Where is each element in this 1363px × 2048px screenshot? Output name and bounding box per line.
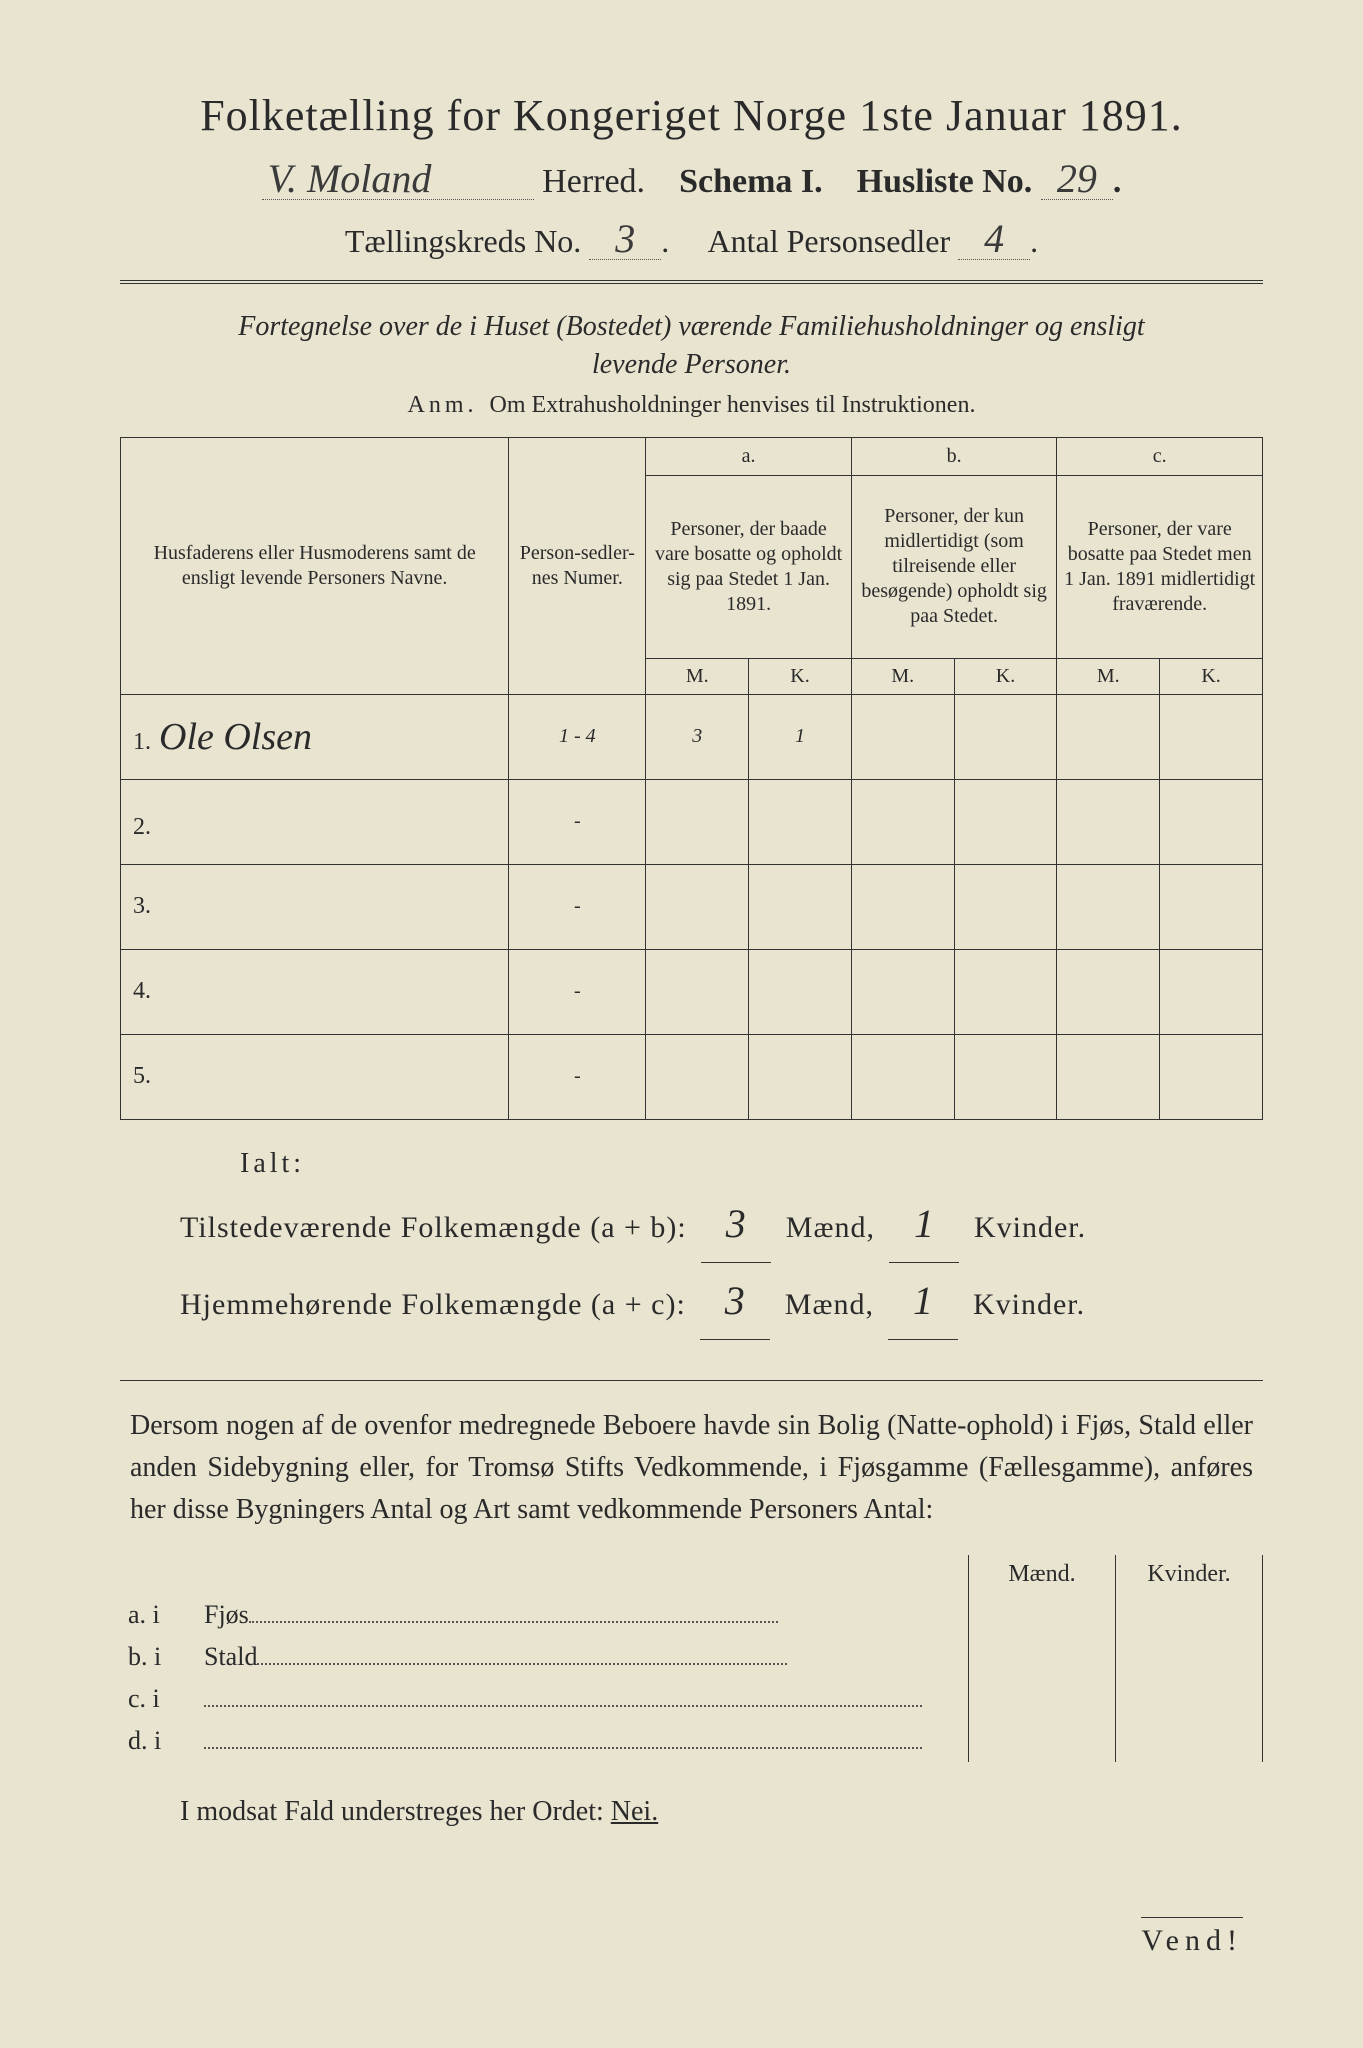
hjemme-label: Hjemmehørende Folkemængde (a + c): <box>180 1288 686 1321</box>
col-b-k: K. <box>954 658 1057 694</box>
tilstede-k: 1 <box>889 1186 959 1263</box>
table-row: 3. - <box>121 864 1263 949</box>
col-c-m: M. <box>1057 658 1160 694</box>
side-row: c. i <box>120 1678 1263 1720</box>
col-b-header: Personer, der kun midlertidigt (som tilr… <box>851 475 1057 658</box>
col-c-header: Personer, der vare bosatte paa Stedet me… <box>1057 475 1263 658</box>
tilstede-label: Tilstedeværende Folkemængde (a + b): <box>180 1211 687 1244</box>
col-num-header: Person-sedler-nes Numer. <box>509 437 646 694</box>
anm-note: Anm. Om Extrahusholdninger henvises til … <box>120 392 1263 419</box>
antal-label: Antal Personsedler <box>708 223 951 259</box>
header-line-2: V. Moland Herred. Schema I. Husliste No.… <box>120 159 1263 201</box>
table-row: 1.Ole Olsen 1 - 4 3 1 <box>121 694 1263 779</box>
subtitle: Fortegnelse over de i Huset (Bostedet) v… <box>120 308 1263 384</box>
herred-value: V. Moland <box>262 159 534 200</box>
schema-label: Schema I. <box>679 163 823 200</box>
vend-label: Vend! <box>1141 1917 1243 1958</box>
antal-value: 4 <box>958 219 1030 260</box>
herred-label: Herred. <box>542 163 645 200</box>
side-row: a. i Fjøs <box>120 1594 1263 1636</box>
col-a-m: M. <box>646 658 749 694</box>
household-table: Husfaderens eller Husmoderens samt de en… <box>120 437 1263 1120</box>
paragraph: Dersom nogen af de ovenfor medregnede Be… <box>130 1405 1253 1531</box>
kreds-label: Tællingskreds No. <box>345 223 581 259</box>
husliste-label: Husliste No. <box>857 163 1033 200</box>
col-c-label: c. <box>1057 437 1263 475</box>
side-building-table: Mænd. Kvinder. a. i Fjøs b. i Stald c. i… <box>120 1555 1263 1762</box>
kreds-value: 3 <box>589 219 661 260</box>
husliste-value: 29 <box>1041 159 1113 200</box>
col-b-m: M. <box>851 658 954 694</box>
hjemme-m: 3 <box>700 1263 770 1340</box>
table-row: 5. - <box>121 1034 1263 1119</box>
divider <box>120 280 1263 284</box>
side-maend-header: Mænd. <box>969 1555 1116 1594</box>
hjemme-k: 1 <box>888 1263 958 1340</box>
col-c-k: K. <box>1160 658 1263 694</box>
totals-block: Tilstedeværende Folkemængde (a + b): 3 M… <box>180 1186 1263 1340</box>
col-b-label: b. <box>851 437 1057 475</box>
ialt-label: Ialt: <box>240 1148 1263 1180</box>
side-row: b. i Stald <box>120 1636 1263 1678</box>
tilstede-m: 3 <box>701 1186 771 1263</box>
nei-word: Nei. <box>611 1796 658 1827</box>
page-title: Folketælling for Kongeriget Norge 1ste J… <box>120 90 1263 141</box>
table-row: 2. - <box>121 779 1263 864</box>
side-row: d. i <box>120 1720 1263 1762</box>
divider <box>120 1380 1263 1381</box>
nei-line: I modsat Fald understreges her Ordet: Ne… <box>180 1796 1263 1828</box>
col-a-label: a. <box>646 437 852 475</box>
col-name-header: Husfaderens eller Husmoderens samt de en… <box>121 437 509 694</box>
header-line-3: Tællingskreds No. 3. Antal Personsedler … <box>120 219 1263 260</box>
col-a-header: Personer, der baade vare bosatte og opho… <box>646 475 852 658</box>
col-a-k: K. <box>749 658 852 694</box>
table-row: 4. - <box>121 949 1263 1034</box>
side-kvinder-header: Kvinder. <box>1116 1555 1263 1594</box>
